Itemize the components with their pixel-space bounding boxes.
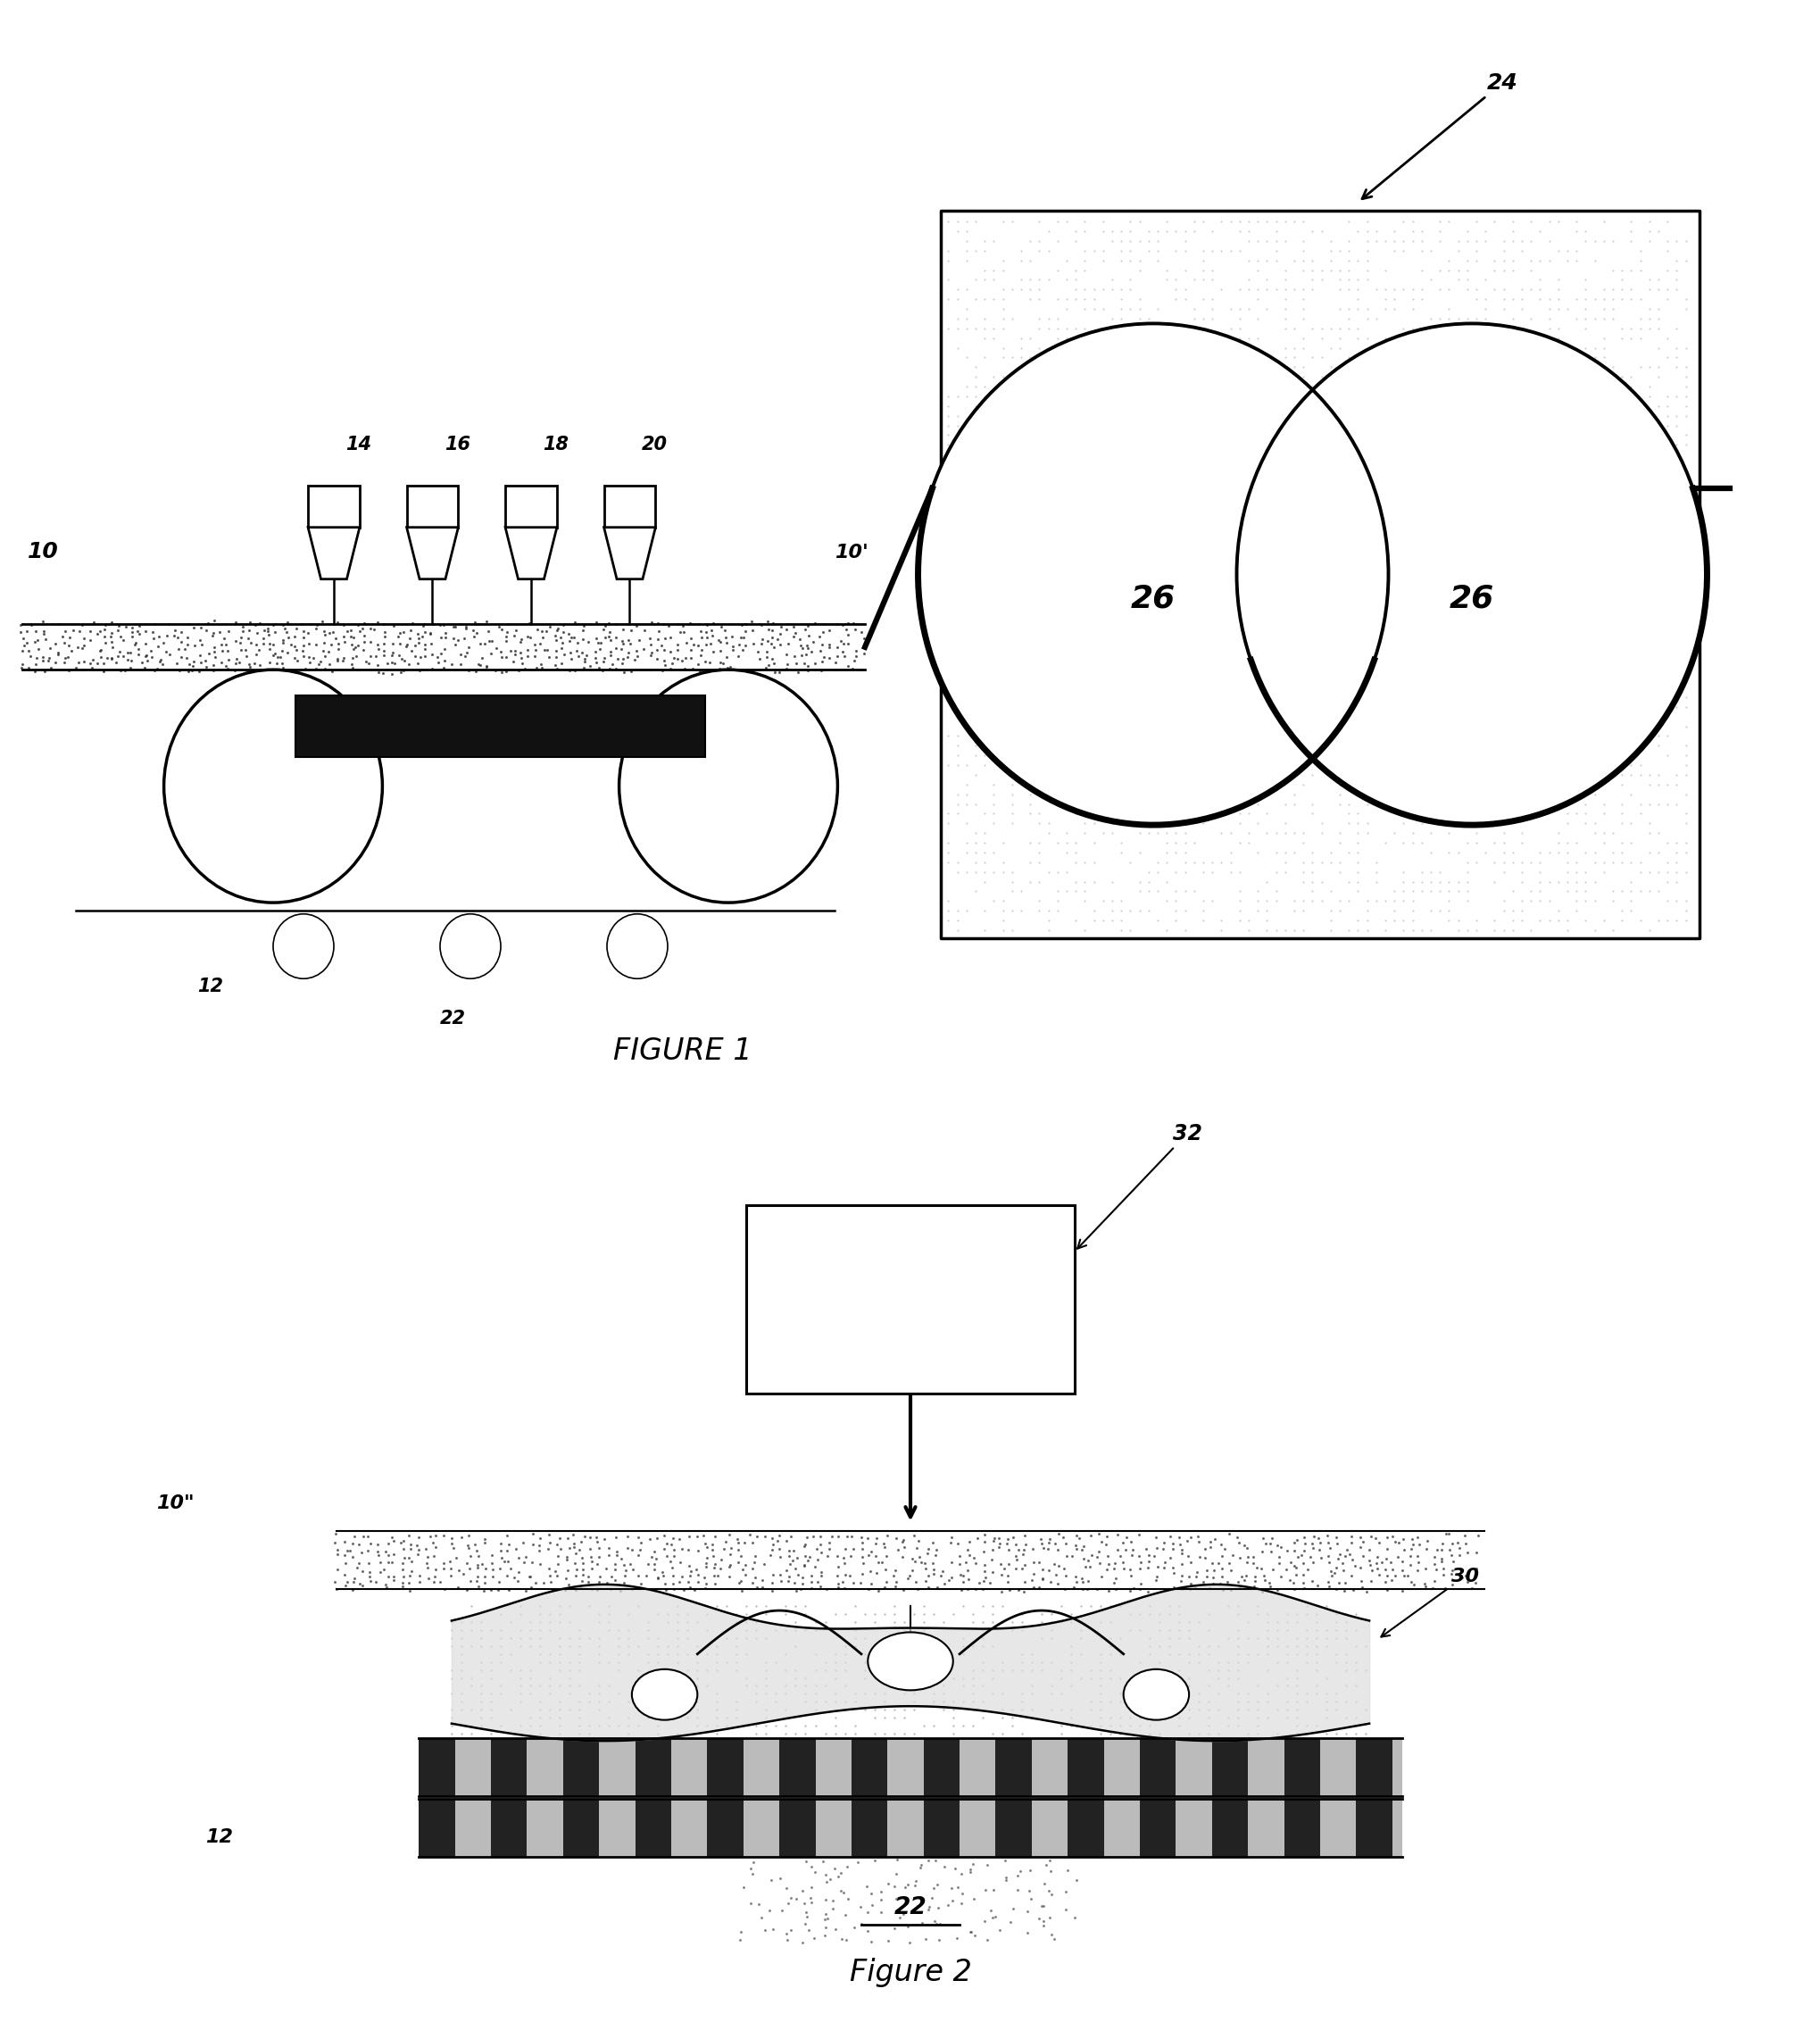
Polygon shape (295, 696, 704, 756)
Text: 30: 30 (1381, 1567, 1478, 1638)
Bar (706, 1739, 743, 1796)
Bar (1283, 1739, 1320, 1796)
Bar (1356, 1800, 1392, 1856)
Bar (1067, 1800, 1103, 1856)
Text: 12: 12 (197, 977, 224, 995)
Bar (743, 1739, 779, 1796)
Text: 24: 24 (1361, 73, 1518, 198)
Text: 22: 22 (440, 1009, 466, 1027)
Bar (491, 1800, 526, 1856)
Circle shape (606, 914, 668, 979)
Bar (1176, 1739, 1212, 1796)
Bar (886, 1739, 923, 1796)
Bar (1356, 1739, 1392, 1796)
Bar (1392, 1800, 1401, 1856)
Bar (743, 1800, 779, 1856)
Bar (923, 1739, 959, 1796)
Bar (1103, 1800, 1139, 1856)
Circle shape (917, 324, 1389, 825)
Bar (635, 1739, 672, 1796)
Bar (419, 1739, 455, 1796)
Text: 20: 20 (642, 435, 668, 453)
Bar (746, 1205, 1074, 1393)
Bar (1212, 1800, 1247, 1856)
Polygon shape (406, 528, 459, 578)
Bar (815, 1739, 852, 1796)
Bar (941, 210, 1698, 938)
Bar (455, 1800, 491, 1856)
Ellipse shape (1123, 1670, 1188, 1721)
Circle shape (1236, 324, 1707, 825)
Bar (959, 1800, 996, 1856)
Bar (419, 1800, 455, 1856)
Bar (604, 485, 655, 528)
Bar (455, 1739, 491, 1796)
Text: 26: 26 (1130, 582, 1176, 615)
Circle shape (440, 914, 501, 979)
Bar (959, 1739, 996, 1796)
Text: 10': 10' (834, 544, 868, 562)
Bar (1032, 1739, 1067, 1796)
Ellipse shape (632, 1670, 697, 1721)
Bar (1283, 1800, 1320, 1856)
Bar (526, 1739, 562, 1796)
Bar (506, 485, 557, 528)
Bar (996, 1800, 1032, 1856)
Bar (1067, 1739, 1103, 1796)
Text: FIGURE 1: FIGURE 1 (613, 1037, 752, 1066)
Bar (491, 1739, 526, 1796)
Bar (779, 1739, 815, 1796)
Bar (635, 1800, 672, 1856)
Bar (1032, 1800, 1067, 1856)
Bar (1103, 1739, 1139, 1796)
Circle shape (619, 669, 837, 902)
Bar (1247, 1739, 1283, 1796)
Bar (779, 1800, 815, 1856)
Bar (1139, 1800, 1176, 1856)
Bar (599, 1800, 635, 1856)
Bar (996, 1739, 1032, 1796)
Bar (672, 1800, 706, 1856)
Bar (706, 1800, 743, 1856)
Bar (406, 485, 459, 528)
Bar (562, 1739, 599, 1796)
Text: 18: 18 (542, 435, 570, 453)
Bar (923, 1800, 959, 1856)
Polygon shape (506, 528, 557, 578)
Bar (1139, 1739, 1176, 1796)
Bar (599, 1739, 635, 1796)
Bar (1392, 1739, 1401, 1796)
Bar (1320, 1800, 1356, 1856)
Text: 10: 10 (27, 542, 58, 562)
Bar (308, 485, 360, 528)
Bar (562, 1800, 599, 1856)
Text: Figure 2: Figure 2 (848, 1957, 972, 1988)
Bar (852, 1800, 886, 1856)
Text: 32: 32 (1077, 1122, 1201, 1248)
Bar (672, 1739, 706, 1796)
Circle shape (273, 914, 333, 979)
Polygon shape (308, 528, 360, 578)
Bar (852, 1739, 886, 1796)
Text: 10": 10" (157, 1494, 195, 1512)
Text: 14: 14 (346, 435, 371, 453)
Text: 12: 12 (206, 1828, 233, 1846)
Bar (1320, 1739, 1356, 1796)
Text: 16: 16 (444, 435, 470, 453)
Ellipse shape (868, 1632, 952, 1690)
Bar (526, 1800, 562, 1856)
Bar (815, 1800, 852, 1856)
Circle shape (164, 669, 382, 902)
Text: 22: 22 (894, 1897, 926, 1919)
Bar (1247, 1800, 1283, 1856)
Bar (1176, 1800, 1212, 1856)
Bar (1212, 1739, 1247, 1796)
Bar (886, 1800, 923, 1856)
Polygon shape (604, 528, 655, 578)
Text: 26: 26 (1449, 582, 1494, 615)
